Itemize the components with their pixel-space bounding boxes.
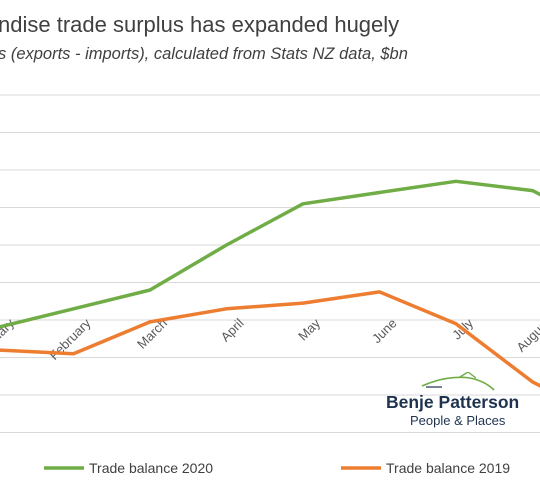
logo-tagline: People & Places (410, 413, 506, 428)
x-axis-tick-labels: January February March April May June July Augu… (0, 315, 540, 363)
x-tick-label: August (513, 315, 540, 354)
legend-label: Trade balance 2020 (89, 460, 213, 476)
gridlines (0, 94, 540, 433)
x-tick-label: February (46, 315, 94, 363)
x-tick-label: May (295, 315, 323, 343)
logo-name: Benje Patterson (386, 392, 520, 412)
chart-subtitle: s (exports - imports), calculated from S… (0, 45, 408, 63)
brand-logo: Benje Patterson People & Places (386, 372, 540, 432)
series-lines (0, 179, 540, 388)
legend: Trade balance 2020 Trade balance 2019 (44, 460, 510, 476)
legend-label: Trade balance 2019 (386, 460, 510, 476)
hill-logo-icon (421, 372, 495, 391)
chart-title: ndise trade surplus has expanded hugely (0, 12, 400, 37)
series-line-2020 (0, 179, 540, 329)
series-line-2019 (0, 290, 540, 388)
